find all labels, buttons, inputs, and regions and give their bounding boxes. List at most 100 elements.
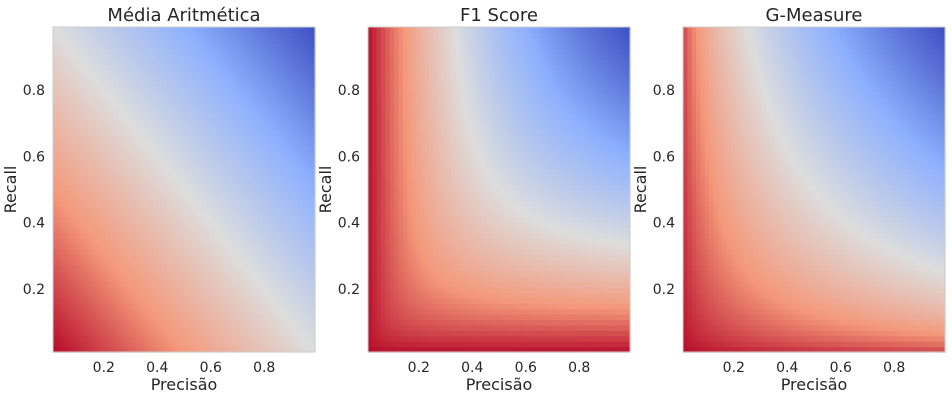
heatmap-cell [450,119,456,126]
heatmap-cell [105,227,111,234]
heatmap-cell [197,281,203,288]
heatmap-cell [368,281,373,288]
heatmap-cell [258,189,264,196]
heatmap-cell [214,81,220,88]
heatmap-cell [284,146,290,153]
heatmap-cell [301,222,307,229]
heatmap-cell [114,200,120,207]
heatmap-cell [258,276,264,283]
heatmap-cell [135,297,141,304]
heatmap-cell [83,81,89,88]
heatmap-cell [79,167,85,174]
heatmap-cell [127,211,133,218]
heatmap-cell [92,346,98,353]
heatmap-cell [253,222,259,229]
heatmap-cell [201,346,207,353]
heatmap-cell [192,281,198,288]
heatmap-cell [53,75,58,82]
heatmap-cell [420,330,426,337]
heatmap-cell [424,227,430,234]
heatmap-cell [407,249,413,256]
heatmap-cell [266,346,272,353]
heatmap-cell [301,54,307,61]
heatmap-cell [122,70,128,77]
heatmap-cell [464,205,470,212]
heatmap-cell [179,157,185,164]
heatmap-cell [376,32,382,39]
heatmap-cell [127,43,133,50]
heatmap-cell [166,113,172,120]
heatmap-cell [74,113,80,120]
heatmap-cell [385,324,391,331]
heatmap-cell [166,341,172,348]
heatmap-cell [92,254,98,261]
heatmap-cell [310,37,316,44]
heatmap-cell [416,227,421,234]
heatmap-cell [135,346,141,353]
heatmap-cell [144,184,150,191]
heatmap-cell [394,92,400,99]
heatmap-cell [271,324,277,331]
heatmap-cell [197,135,203,142]
heatmap-cell [109,238,115,245]
heatmap-cell [420,216,426,223]
heatmap-cell [153,184,159,191]
heatmap-cell [162,292,168,299]
heatmap-cell [131,81,137,88]
heatmap-cell [66,270,72,277]
heatmap-cell [223,124,229,131]
heatmap-cell [459,287,465,294]
heatmap-cell [275,216,281,223]
heatmap-cell [70,346,76,353]
heatmap-cell [284,189,290,196]
heatmap-cell [131,314,137,321]
heatmap-cell [385,189,391,196]
heatmap-cell [210,319,216,326]
heatmap-cell [232,259,237,266]
heatmap-cell [306,194,312,201]
heatmap-cell [368,135,373,142]
heatmap-cell [306,222,312,229]
heatmap-cell [442,194,448,201]
heatmap-cell [271,211,277,218]
heatmap-cell [66,27,72,34]
heatmap-cell [266,216,272,223]
heatmap-cell [144,211,150,218]
heatmap-cell [424,48,430,55]
heatmap-cell [385,97,391,104]
heatmap-cell [162,232,168,239]
heatmap-cell [455,324,461,331]
heatmap-cell [280,32,286,39]
heatmap-cell [232,194,237,201]
heatmap-cell [61,97,67,104]
heatmap-cell [271,162,277,169]
heatmap-cell [262,151,268,158]
heatmap-cell [280,324,286,331]
heatmap-cell [275,265,281,272]
heatmap-cell [188,59,194,66]
heatmap-cell [398,249,404,256]
heatmap-cell [437,167,443,174]
heatmap-cell [240,276,246,283]
heatmap-cell [385,232,391,239]
heatmap-cell [275,108,281,115]
heatmap-cell [420,119,426,126]
heatmap-cell [232,54,237,61]
heatmap-cell [394,238,400,245]
heatmap-cell [271,70,277,77]
heatmap-cell [450,27,456,34]
heatmap-cell [306,265,312,272]
heatmap-cell [140,324,146,331]
heatmap-cell [306,243,312,250]
heatmap-cell [240,113,246,120]
heatmap-cell [140,54,146,61]
heatmap-cell [114,276,120,283]
heatmap-cell [437,324,443,331]
heatmap-cell [288,86,294,93]
heatmap-cell [96,189,102,196]
heatmap-cell [144,113,150,120]
heatmap-cell [280,167,286,174]
heatmap-cell [66,64,72,71]
heatmap-cell [109,92,115,99]
heatmap-cell [398,54,404,61]
